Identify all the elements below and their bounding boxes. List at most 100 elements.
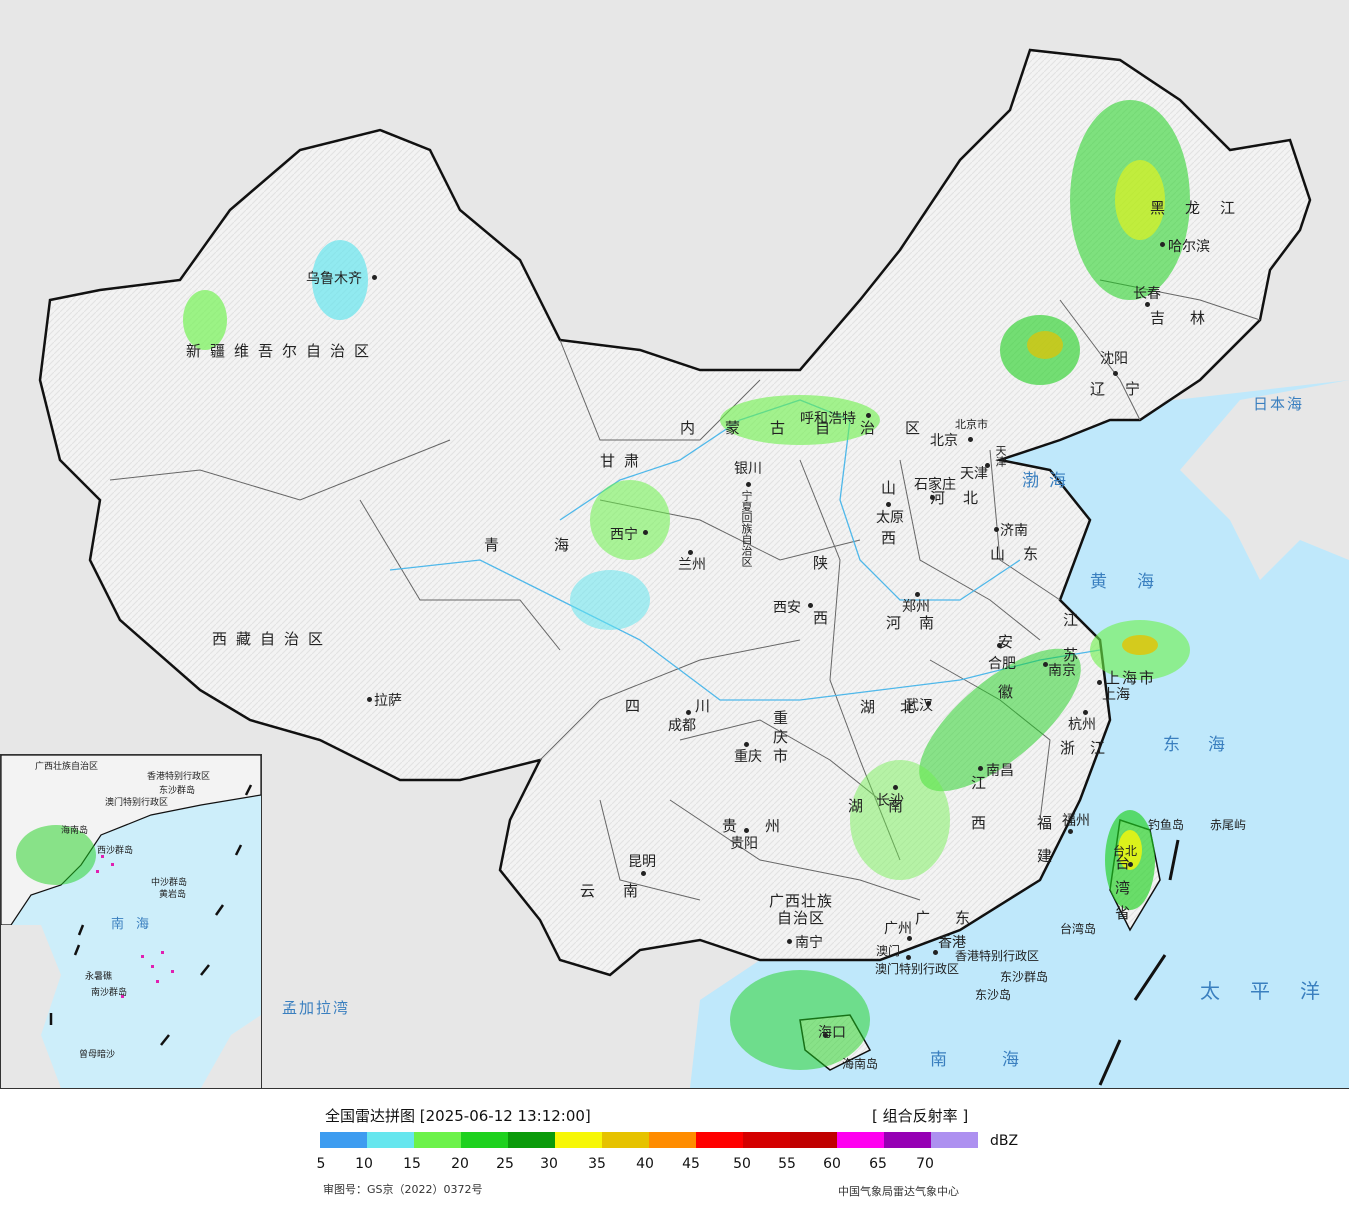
city-urumqi[interactable]: 乌鲁木齐 bbox=[306, 271, 362, 287]
city-chongqing[interactable]: 重庆 bbox=[734, 749, 762, 765]
legend-tick: 15 bbox=[403, 1156, 421, 1172]
city-marker bbox=[994, 527, 999, 532]
label-beijing-shi: 北京市 bbox=[955, 418, 988, 431]
city-taiyuan[interactable]: 太原 bbox=[876, 510, 904, 526]
label-taiwan-island: 台湾岛 bbox=[1060, 922, 1097, 936]
china-radar-map[interactable]: 新疆维吾尔自治区 西藏自治区 青海 甘肃 内蒙古自治区 黑龙江 吉林 辽宁 河北… bbox=[0, 0, 1349, 1089]
city-tianjin[interactable]: 天津 bbox=[960, 466, 988, 482]
city-marker bbox=[787, 939, 792, 944]
city-marker bbox=[893, 785, 898, 790]
legend-swatch bbox=[696, 1132, 743, 1148]
inset-macao: 澳门特别行政区 bbox=[105, 798, 169, 808]
south-china-sea-inset[interactable]: 南海 东沙群岛 中沙群岛 黄岩岛 南沙群岛 永暑礁 曾母暗沙 广西壮族自治区 香… bbox=[0, 754, 262, 1089]
city-nanchang[interactable]: 南昌 bbox=[986, 763, 1014, 779]
label-hebei: 河北 bbox=[930, 489, 997, 507]
city-marker bbox=[367, 697, 372, 702]
inset-hainan: 海南岛 bbox=[61, 826, 89, 836]
city-marker bbox=[808, 603, 813, 608]
city-changsha[interactable]: 长沙 bbox=[876, 793, 904, 809]
inset-zhongsha: 中沙群岛 bbox=[151, 878, 188, 888]
label-xizang: 西藏自治区 bbox=[212, 630, 333, 648]
label-shanghai-shi: 上海市 bbox=[1105, 669, 1157, 687]
legend-tick: 50 bbox=[733, 1156, 751, 1172]
city-hohhot[interactable]: 呼和浩特 bbox=[800, 411, 856, 427]
legend-product: [ 组合反射率 ] bbox=[872, 1107, 969, 1125]
label-hainan-island: 海南岛 bbox=[842, 1057, 879, 1071]
legend-swatch bbox=[837, 1132, 884, 1148]
legend-panel: 全国雷达拼图 [2025-06-12 13:12:00] [ 组合反射率 ] d… bbox=[0, 1089, 1349, 1208]
city-nanning[interactable]: 南宁 bbox=[795, 935, 823, 951]
city-marker bbox=[1083, 710, 1088, 715]
label-jilin: 吉林 bbox=[1150, 309, 1231, 327]
city-marker bbox=[997, 643, 1002, 648]
legend-swatch bbox=[884, 1132, 931, 1148]
island-chiwei: 赤尾屿 bbox=[1210, 818, 1247, 832]
city-guangzhou[interactable]: 广州 bbox=[884, 921, 912, 937]
legend-swatch bbox=[414, 1132, 461, 1148]
city-beijing[interactable]: 北京 bbox=[930, 433, 958, 449]
city-hongkong[interactable]: 香港 bbox=[938, 935, 966, 951]
legend-swatch bbox=[461, 1132, 508, 1148]
city-marker bbox=[1128, 862, 1133, 867]
label-jiangxi: 江西 bbox=[969, 775, 987, 855]
legend-tick: 30 bbox=[540, 1156, 558, 1172]
sea-japan: 日本海 bbox=[1253, 395, 1305, 413]
city-marker bbox=[744, 828, 749, 833]
city-marker bbox=[985, 463, 990, 468]
city-marker bbox=[926, 701, 931, 706]
city-zhengzhou[interactable]: 郑州 bbox=[902, 599, 930, 615]
inset-guangxi: 广西壮族自治区 bbox=[35, 762, 99, 772]
legend-swatch bbox=[555, 1132, 602, 1148]
label-shandong: 山东 bbox=[990, 545, 1057, 563]
inset-xisha: 西沙群岛 bbox=[97, 846, 134, 856]
inset-sea-south: 南海 bbox=[111, 917, 162, 932]
city-shenyang[interactable]: 沈阳 bbox=[1100, 351, 1128, 367]
city-wuhan[interactable]: 武汉 bbox=[905, 698, 933, 714]
legend-swatch bbox=[367, 1132, 414, 1148]
legend-swatch bbox=[602, 1132, 649, 1148]
label-yunnan: 云南 bbox=[580, 882, 667, 900]
city-marker bbox=[1097, 680, 1102, 685]
city-lhasa[interactable]: 拉萨 bbox=[374, 693, 402, 709]
city-marker bbox=[886, 502, 891, 507]
city-lanzhou[interactable]: 兰州 bbox=[678, 557, 706, 573]
city-kunming[interactable]: 昆明 bbox=[628, 854, 656, 870]
city-yinchuan[interactable]: 银川 bbox=[734, 461, 762, 477]
city-taipei[interactable]: 台北 bbox=[1113, 844, 1138, 858]
city-nanjing[interactable]: 南京 bbox=[1048, 663, 1076, 679]
label-zhejiang: 浙江 bbox=[1060, 739, 1121, 757]
sea-bengal: 孟加拉湾 bbox=[282, 999, 351, 1017]
city-harbin[interactable]: 哈尔滨 bbox=[1168, 239, 1210, 255]
label-anhui: 安徽 bbox=[996, 634, 1014, 734]
label-gansu: 甘肃 bbox=[600, 452, 649, 470]
city-marker bbox=[823, 1033, 828, 1038]
city-haikou[interactable]: 海口 bbox=[818, 1025, 846, 1041]
city-marker bbox=[643, 530, 648, 535]
city-jinan[interactable]: 济南 bbox=[1000, 523, 1028, 539]
island-diaoyu: 钓鱼岛 bbox=[1148, 818, 1185, 832]
city-guiyang[interactable]: 贵阳 bbox=[730, 836, 758, 852]
inset-huangyan: 黄岩岛 bbox=[159, 890, 187, 900]
sea-pacific: 太平洋 bbox=[1200, 979, 1349, 1003]
label-fujian: 福建 bbox=[1035, 815, 1053, 881]
city-marker bbox=[906, 955, 911, 960]
city-changchun[interactable]: 长春 bbox=[1133, 286, 1161, 302]
city-hangzhou[interactable]: 杭州 bbox=[1068, 717, 1096, 733]
city-chengdu[interactable]: 成都 bbox=[668, 718, 696, 734]
city-hefei[interactable]: 合肥 bbox=[988, 656, 1016, 672]
legend-swatch bbox=[649, 1132, 696, 1148]
city-xian[interactable]: 西安 bbox=[773, 600, 801, 616]
legend-tick: 25 bbox=[496, 1156, 514, 1172]
city-xining[interactable]: 西宁 bbox=[610, 527, 638, 543]
label-macao-sar: 澳门特别行政区 bbox=[875, 962, 960, 976]
city-marker bbox=[688, 550, 693, 555]
city-macao[interactable]: 澳门 bbox=[876, 944, 901, 958]
city-fuzhou[interactable]: 福州 bbox=[1062, 813, 1090, 829]
label-qinghai: 青海 bbox=[484, 536, 625, 554]
city-shanghai[interactable]: 上海 bbox=[1102, 687, 1130, 703]
city-marker bbox=[746, 482, 751, 487]
city-marker bbox=[1043, 662, 1048, 667]
city-shijiazhuang[interactable]: 石家庄 bbox=[914, 477, 956, 493]
legend-tick: 10 bbox=[355, 1156, 373, 1172]
